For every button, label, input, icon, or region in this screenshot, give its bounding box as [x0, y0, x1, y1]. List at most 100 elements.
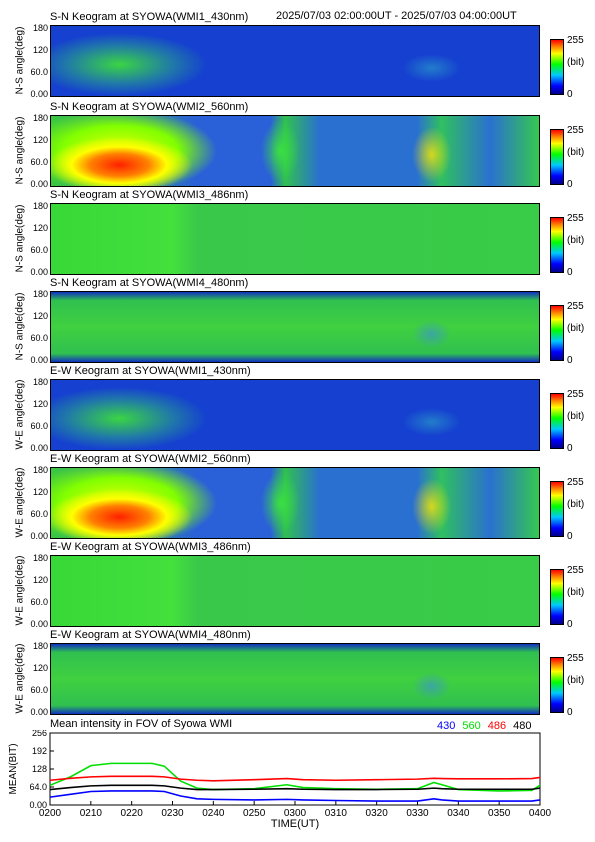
colorbar-unit: (bit) [567, 411, 585, 422]
keogram-ytick: 120 [32, 663, 48, 673]
keogram-ytick: 0.00 [30, 707, 48, 717]
keogram-image [50, 555, 540, 627]
keogram-ytick: 60.0 [30, 421, 48, 431]
keogram-title: S-N Keogram at SYOWA(WMI3_486nm) [50, 189, 249, 201]
keogram-ytick: 60.0 [30, 245, 48, 255]
y-tick-label: 256 [32, 730, 47, 738]
keogram-title: S-N Keogram at SYOWA(WMI2_560nm) [50, 101, 249, 113]
colorbar-min: 0 [567, 355, 573, 366]
x-tick-label: 0310 [325, 808, 348, 819]
keogram-image [50, 467, 540, 539]
colorbar-unit: (bit) [567, 499, 585, 510]
y-axis-label: MEAN(BIT) [8, 743, 19, 794]
keogram-title: E-W Keogram at SYOWA(WMI3_486nm) [50, 541, 251, 553]
colorbar-max: 255 [567, 35, 584, 46]
keogram-ytick: 120 [32, 223, 48, 233]
x-tick-label: 0240 [202, 808, 225, 819]
x-tick-label: 0230 [161, 808, 184, 819]
keogram-image [50, 379, 540, 451]
keogram-ytick: 180 [32, 553, 48, 563]
y-tick-label: 64.0 [29, 782, 47, 792]
colorbar [550, 657, 564, 713]
colorbar-unit: (bit) [567, 235, 585, 246]
x-axis-label: TIME(UT) [271, 818, 319, 830]
colorbar-min: 0 [567, 531, 573, 542]
x-tick-label: 0330 [406, 808, 429, 819]
legend-entry-480: 480 [513, 720, 532, 732]
colorbar [550, 569, 564, 625]
chart-legend: 430 560 486 480 [430, 720, 531, 732]
keogram-ytick: 180 [32, 465, 48, 475]
keogram-ytick: 180 [32, 23, 48, 33]
series-486-line [49, 775, 541, 782]
keogram-ytick: 60.0 [30, 685, 48, 695]
keogram-ytick: 0.00 [30, 619, 48, 629]
keogram-ytick: 180 [32, 289, 48, 299]
x-tick-label: 0400 [529, 808, 552, 819]
x-tick-label: 0210 [80, 808, 103, 819]
colorbar [550, 481, 564, 537]
plot-frame [49, 732, 541, 806]
colorbar-unit: (bit) [567, 57, 585, 68]
keogram-ytick: 60.0 [30, 157, 48, 167]
keogram-ytick: 0.00 [30, 443, 48, 453]
keogram-title: E-W Keogram at SYOWA(WMI4_480nm) [50, 629, 251, 641]
keogram-ytick: 0.00 [30, 267, 48, 277]
colorbar [550, 129, 564, 185]
keogram-title: S-N Keogram at SYOWA(WMI1_430nm) [50, 11, 249, 23]
colorbar-max: 255 [567, 653, 584, 664]
colorbar [550, 393, 564, 449]
keogram-title: E-W Keogram at SYOWA(WMI1_430nm) [50, 365, 251, 377]
y-tick-label: 192 [32, 746, 47, 756]
x-tick-label: 0250 [243, 808, 266, 819]
colorbar-max: 255 [567, 213, 584, 224]
x-tick-label: 0350 [488, 808, 511, 819]
series-430-line [49, 790, 541, 802]
colorbar [550, 217, 564, 273]
colorbar [550, 39, 564, 95]
keogram-image [50, 643, 540, 715]
x-tick-label: 0340 [447, 808, 470, 819]
keogram-ytick: 120 [32, 135, 48, 145]
time-range-label: 2025/07/03 02:00:00UT - 2025/07/03 04:00… [276, 10, 517, 22]
colorbar-min: 0 [567, 267, 573, 278]
keogram-ytick: 0.00 [30, 531, 48, 541]
keogram-ytick: 60.0 [30, 333, 48, 343]
keogram-image [50, 291, 540, 363]
x-tick-label: 0220 [121, 808, 144, 819]
keogram-ytick: 0.00 [30, 89, 48, 99]
colorbar-min: 0 [567, 179, 573, 190]
x-tick-label: 0200 [39, 808, 62, 819]
keogram-ytick: 0.00 [30, 355, 48, 365]
y-tick-label: 0.00 [29, 800, 47, 810]
colorbar-min: 0 [567, 89, 573, 100]
keogram-title: E-W Keogram at SYOWA(WMI2_560nm) [50, 453, 251, 465]
x-tick-label: 0300 [284, 808, 307, 819]
colorbar-min: 0 [567, 707, 573, 718]
keogram-ytick: 60.0 [30, 67, 48, 77]
colorbar-max: 255 [567, 301, 584, 312]
keogram-image [50, 25, 540, 97]
keogram-ytick: 60.0 [30, 597, 48, 607]
colorbar-unit: (bit) [567, 323, 585, 334]
keogram-ytick: 180 [32, 201, 48, 211]
keogram-image [50, 203, 540, 275]
keogram-ytick: 120 [32, 399, 48, 409]
colorbar-unit: (bit) [567, 147, 585, 158]
colorbar-unit: (bit) [567, 587, 585, 598]
colorbar [550, 305, 564, 361]
keogram-image [50, 115, 540, 187]
keogram-title: S-N Keogram at SYOWA(WMI4_480nm) [50, 277, 249, 289]
keogram-ytick: 120 [32, 45, 48, 55]
colorbar-min: 0 [567, 443, 573, 454]
keogram-ytick: 60.0 [30, 509, 48, 519]
legend-entry-430: 430 [437, 720, 456, 732]
y-tick-label: 128 [32, 764, 47, 774]
series-480-line [49, 784, 541, 791]
series-560-line [49, 762, 541, 792]
colorbar-max: 255 [567, 477, 584, 488]
keogram-ytick: 180 [32, 377, 48, 387]
keogram-ytick: 120 [32, 575, 48, 585]
chart-title: Mean intensity in FOV of Syowa WMI [50, 718, 233, 730]
colorbar-min: 0 [567, 619, 573, 630]
